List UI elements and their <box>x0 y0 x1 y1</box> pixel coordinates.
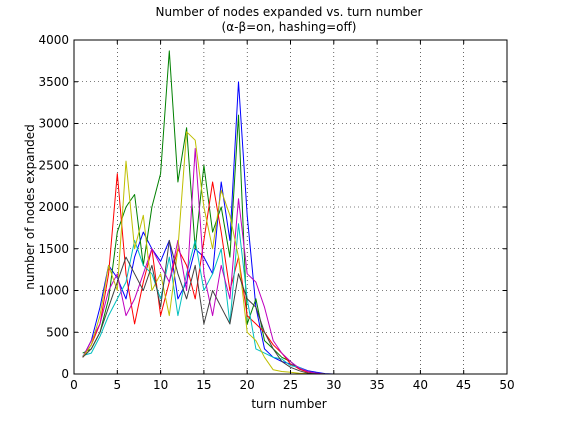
x-tick-label: 0 <box>70 378 78 392</box>
chart-title: Number of nodes expanded vs. turn number <box>156 5 423 19</box>
x-tick-label: 30 <box>326 378 341 392</box>
y-tick-label: 3000 <box>38 117 69 131</box>
x-tick-label: 10 <box>153 378 168 392</box>
x-tick-label: 5 <box>113 378 121 392</box>
x-tick-label: 35 <box>369 378 384 392</box>
x-tick-label: 15 <box>196 378 211 392</box>
x-axis-label: turn number <box>251 397 326 411</box>
x-tick-label: 45 <box>456 378 471 392</box>
x-tick-label: 40 <box>413 378 428 392</box>
y-tick-label: 4000 <box>38 33 69 47</box>
axes: 0 5 10 15 20 25 30 35 40 45 5005001000150020002500… <box>38 33 514 392</box>
y-tick-label: 500 <box>46 325 69 339</box>
y-tick-label: 0 <box>61 367 69 381</box>
chart-subtitle: (α-β=on, hashing=off) <box>222 20 357 34</box>
y-tick-label: 2500 <box>38 158 69 172</box>
y-tick-label: 3500 <box>38 75 69 89</box>
y-tick-label: 1000 <box>38 284 69 298</box>
x-tick-label: 25 <box>283 378 298 392</box>
y-tick-label: 1500 <box>38 242 69 256</box>
y-axis-label: number of nodes expanded <box>23 124 37 290</box>
y-tick-label: 2000 <box>38 200 69 214</box>
x-tick-label: 20 <box>240 378 255 392</box>
x-tick-label: 50 <box>499 378 514 392</box>
